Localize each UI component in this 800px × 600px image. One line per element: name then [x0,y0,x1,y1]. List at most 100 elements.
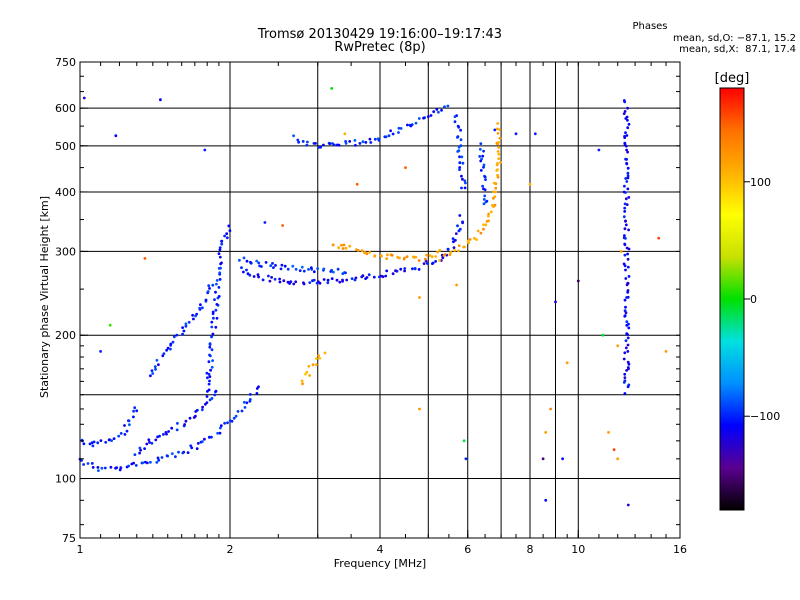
trace-point [170,426,174,430]
trace-point [348,140,352,143]
trace-point [458,166,462,169]
x-tick-label: 2 [227,543,234,556]
trace-point [218,255,222,259]
trace-point [109,465,113,469]
trace-point [249,261,253,265]
trace-point [256,273,260,277]
trace-point [623,100,627,104]
trace-point [240,266,243,269]
trace-point [623,136,627,140]
trace-point [301,382,304,386]
trace-point [309,266,313,270]
trace-point [360,249,364,253]
y-tick-label: 300 [55,245,76,258]
trace-point [150,369,154,373]
trace-point [626,187,630,191]
trace-point [306,140,309,144]
trace-point [482,223,485,227]
scatter-point [143,257,147,260]
trace-point [354,143,357,147]
trace-point [166,346,170,350]
trace-point [199,303,202,307]
trace-point [381,275,385,279]
trace-point [245,401,249,405]
trace-point [100,466,104,470]
trace-point [394,269,397,273]
trace-point [208,398,212,402]
trace-point [175,428,179,432]
chart-title: Tromsø 20130429 19:16:00–19:17:43 [257,27,503,42]
trace-point [626,174,630,178]
trace-point [361,140,365,144]
trace-point [326,281,330,285]
trace-point [623,253,627,257]
trace-point [234,414,238,418]
trace-point [497,157,501,161]
trace-point [330,277,334,280]
trace-point [292,134,295,138]
trace-point [316,267,319,270]
scatter-point [108,323,112,327]
trace-point [192,317,195,321]
trace-point [436,250,439,254]
trace-point [373,254,377,258]
trace-point [207,284,211,287]
scatter-point [544,498,548,502]
trace-point [181,332,185,336]
trace-point [473,236,476,240]
trace-point [150,441,154,445]
trace-point [456,124,460,128]
trace-point [491,204,494,207]
trace-point [279,267,283,271]
trace-point [622,112,626,115]
scatter-point [544,431,548,434]
trace-point [238,258,241,262]
trace-point [481,154,485,158]
trace-point [184,419,188,423]
trace-point [273,277,277,281]
x-tick-label: 6 [464,543,471,556]
trace-point [448,253,452,256]
trace-point [626,360,630,364]
trace-point [214,290,217,294]
y-axis-label: Stationary phase Virtual Height [km] [38,195,51,398]
trace-point [257,385,260,389]
trace-point [217,286,221,289]
trace-point [167,430,171,433]
scatter-point [616,457,620,461]
trace-point [162,433,165,436]
trace-point [624,177,628,180]
trace-point [460,174,463,178]
trace-point [350,277,354,280]
trace-point [153,365,157,368]
trace-point [214,325,218,329]
trace-point [220,239,224,243]
trace-point [207,388,211,392]
trace-point [133,453,137,456]
trace-point [626,150,629,154]
trace-point [170,452,174,455]
trace-point [162,352,166,355]
trace-point [397,131,400,134]
trace-point [191,313,195,317]
trace-point [118,468,122,472]
trace-point [626,171,630,175]
scatter-point [330,87,334,90]
trace-point [127,464,130,468]
trace-point [456,224,459,228]
trace-point [454,238,457,242]
trace-point [282,279,286,283]
trace-point [422,116,425,120]
trace-point [443,253,447,256]
trace-point [626,166,630,170]
trace-point [481,184,484,188]
trace-point [428,254,432,257]
trace-point [624,223,628,227]
trace-point [187,320,191,324]
trace-point [151,372,155,375]
trace-point [623,392,627,395]
trace-point [624,305,627,309]
trace-point [438,248,442,252]
trace-point [165,348,169,352]
trace-point [90,462,94,465]
